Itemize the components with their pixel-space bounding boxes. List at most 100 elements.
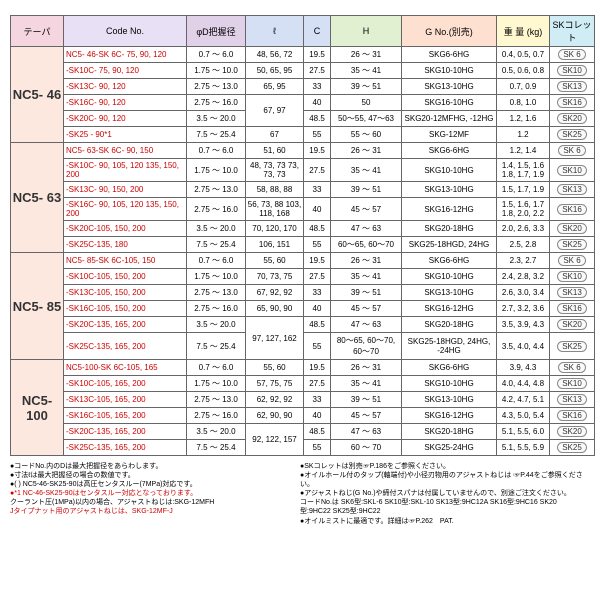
sk-collet-link[interactable]: SK25: [557, 341, 587, 352]
header-d: φD把握径: [187, 16, 246, 47]
cell-l: 62, 90, 90: [246, 408, 304, 424]
cell-d: 1.75 ～ 10.0: [187, 269, 246, 285]
cell-c: 55: [304, 440, 331, 456]
cell-h: 60～65, 60～70: [331, 237, 402, 253]
footnote-line: ●寸法ℓは最大把握径の場合の数値です。: [10, 471, 294, 480]
cell-c: 33: [304, 182, 331, 198]
cell-w: 1.2, 1.4: [497, 143, 550, 159]
sk-collet-link[interactable]: SK 6: [558, 255, 585, 266]
cell-h: 45 ～ 57: [331, 301, 402, 317]
cell-sk: SK10: [550, 159, 595, 182]
cell-w: 1.5, 1.6, 1.7 1.8, 2.0, 2.2: [497, 198, 550, 221]
cell-c: 19.5: [304, 360, 331, 376]
cell-c: 48.5: [304, 424, 331, 440]
cell-d: 7.5 ～ 25.4: [187, 333, 246, 360]
sk-collet-link[interactable]: SK20: [557, 319, 587, 330]
cell-h: 39 ～ 51: [331, 285, 402, 301]
sk-collet-link[interactable]: SK25: [557, 442, 587, 453]
sk-collet-link[interactable]: SK10: [557, 165, 587, 176]
cell-g: SKG6-6HG: [402, 360, 497, 376]
cell-h: 80～65, 60～70, 60～70: [331, 333, 402, 360]
cell-code: NC5- 63-SK 6C- 90, 150: [64, 143, 187, 159]
cell-code: -SK16C-105, 165, 200: [64, 408, 187, 424]
table-row: -SK20C-135, 165, 2003.5 ～ 20.092, 122, 1…: [11, 424, 595, 440]
cell-sk: SK16: [550, 95, 595, 111]
cell-h: 26 ～ 31: [331, 143, 402, 159]
table-row: NC5- 85NC5- 85-SK 6C-105, 1500.7 ～ 6.055…: [11, 253, 595, 269]
cell-sk: SK10: [550, 269, 595, 285]
sk-collet-link[interactable]: SK20: [557, 113, 587, 124]
sk-collet-link[interactable]: SK25: [557, 239, 587, 250]
cell-c: 55: [304, 237, 331, 253]
table-row: -SK10C- 90, 105, 120 135, 150, 2001.75 ～…: [11, 159, 595, 182]
cell-sk: SK16: [550, 198, 595, 221]
sk-collet-link[interactable]: SK16: [557, 410, 587, 421]
cell-d: 2.75 ～ 13.0: [187, 285, 246, 301]
cell-code: -SK10C- 75, 90, 120: [64, 63, 187, 79]
footnotes: ●コードNo.内のDは最大把握径をあらわします。●寸法ℓは最大把握径の場合の数値…: [10, 462, 590, 526]
sk-collet-link[interactable]: SK13: [557, 81, 587, 92]
cell-l: 92, 122, 157: [246, 424, 304, 456]
cell-c: 48.5: [304, 317, 331, 333]
cell-d: 0.7 ～ 6.0: [187, 143, 246, 159]
sk-collet-link[interactable]: SK10: [557, 378, 587, 389]
cell-h: 50～55, 47～63: [331, 111, 402, 127]
table-row: NC5- 63NC5- 63-SK 6C- 90, 1500.7 ～ 6.051…: [11, 143, 595, 159]
sk-collet-link[interactable]: SK 6: [558, 145, 585, 156]
cell-d: 3.5 ～ 20.0: [187, 424, 246, 440]
cell-c: 33: [304, 285, 331, 301]
sk-collet-link[interactable]: SK 6: [558, 362, 585, 373]
cell-g: SKG20-18HG: [402, 424, 497, 440]
cell-g: SKG13-10HG: [402, 79, 497, 95]
cell-c: 40: [304, 301, 331, 317]
sk-collet-link[interactable]: SK13: [557, 287, 587, 298]
cell-sk: SK25: [550, 333, 595, 360]
cell-w: 2.6, 3.0, 3.4: [497, 285, 550, 301]
sk-collet-link[interactable]: SK16: [557, 97, 587, 108]
cell-sk: SK13: [550, 392, 595, 408]
cell-w: 0.5, 0.6, 0.8: [497, 63, 550, 79]
cell-l: 51, 60: [246, 143, 304, 159]
sk-collet-link[interactable]: SK16: [557, 204, 587, 215]
footnote-line: ●コードNo.内のDは最大把握径をあらわします。: [10, 462, 294, 471]
cell-sk: SK10: [550, 376, 595, 392]
cell-c: 55: [304, 127, 331, 143]
cell-code: -SK25 - 90*1: [64, 127, 187, 143]
cell-l: 58, 88, 88: [246, 182, 304, 198]
cell-code: -SK25C-135, 165, 200: [64, 333, 187, 360]
cell-d: 0.7 ～ 6.0: [187, 253, 246, 269]
sk-collet-link[interactable]: SK20: [557, 426, 587, 437]
cell-sk: SK20: [550, 317, 595, 333]
cell-d: 0.7 ～ 6.0: [187, 47, 246, 63]
footnote-line: ●オイルミストに最適です。詳細は☞P.262 PAT.: [300, 517, 584, 526]
cell-c: 27.5: [304, 159, 331, 182]
table-row: -SK13C- 90, 150, 2002.75 ～ 13.058, 88, 8…: [11, 182, 595, 198]
cell-w: 4.0, 4.4, 4.8: [497, 376, 550, 392]
table-row: -SK16C- 90, 105, 120 135, 150, 2002.75 ～…: [11, 198, 595, 221]
cell-h: 47 ～ 63: [331, 221, 402, 237]
cell-g: SKG10-10HG: [402, 376, 497, 392]
cell-d: 7.5 ～ 25.4: [187, 440, 246, 456]
sk-collet-link[interactable]: SK13: [557, 394, 587, 405]
cell-h: 60 ～ 70: [331, 440, 402, 456]
cell-g: SKG25-18HGD, 24HG, -24HG: [402, 333, 497, 360]
table-row: -SK16C-105, 150, 2002.75 ～ 16.065, 90, 9…: [11, 301, 595, 317]
sk-collet-link[interactable]: SK20: [557, 223, 587, 234]
sk-collet-link[interactable]: SK25: [557, 129, 587, 140]
sk-collet-link[interactable]: SK13: [557, 184, 587, 195]
sk-collet-link[interactable]: SK16: [557, 303, 587, 314]
sk-collet-link[interactable]: SK10: [557, 65, 587, 76]
taper-cell: NC5- 85: [11, 253, 64, 360]
header-w: 重 量 (kg): [497, 16, 550, 47]
sk-collet-link[interactable]: SK 6: [558, 49, 585, 60]
cell-code: -SK20C-135, 165, 200: [64, 424, 187, 440]
sk-collet-link[interactable]: SK10: [557, 271, 587, 282]
cell-g: SKG20-12MFHG, -12HG: [402, 111, 497, 127]
cell-g: SKG13-10HG: [402, 285, 497, 301]
footnote-line: Jタイプナット用のアジャストねじは、SKG-12MF-J: [10, 507, 294, 516]
cell-g: SKG13-10HG: [402, 182, 497, 198]
footnote-line: クーラント圧(1MPa)以内の場合、アジャストねじは:SKG-12MFH: [10, 498, 294, 507]
cell-l: 97, 127, 162: [246, 317, 304, 360]
cell-d: 2.75 ～ 16.0: [187, 95, 246, 111]
cell-code: -SK16C-105, 150, 200: [64, 301, 187, 317]
